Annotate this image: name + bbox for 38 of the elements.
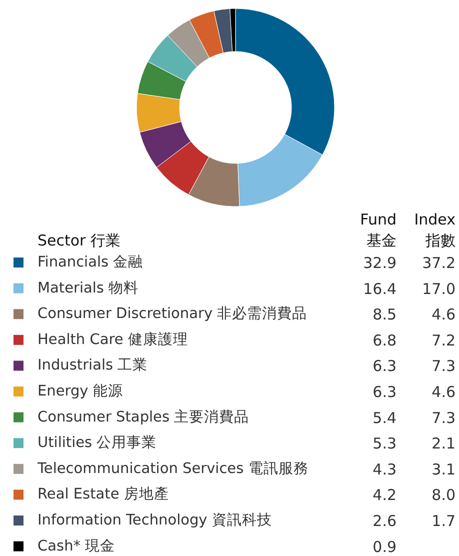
legend-label: Utilities 公用事業 <box>38 434 157 452</box>
legend-label: Energy 能源 <box>38 382 123 400</box>
data-label: 7.2 <box>432 331 456 350</box>
legend-label: Information Technology 資訊科技 <box>38 512 272 528</box>
legend-label: Health Care 健康護理 <box>38 330 188 348</box>
text: Index 指數 <box>414 210 456 250</box>
legend-label: Industrials 工業 <box>38 356 148 374</box>
data-label: 4.6 <box>432 306 456 324</box>
data-label: 32.9 <box>363 254 397 272</box>
data-label: 37.2 <box>422 254 456 272</box>
data-label: 6.8 <box>372 331 397 350</box>
data-label: 7.3 <box>432 357 456 376</box>
legend-title: Sector 行業 <box>38 232 120 250</box>
data-label: 4.2 <box>372 486 397 504</box>
data-label: 4.3 <box>372 460 397 478</box>
data-label: 2.1 <box>432 434 456 453</box>
legend-label: Real Estate 房地產 <box>38 486 169 503</box>
data-label: 7.3 <box>432 408 456 427</box>
slice-label: Fund 基金 <box>360 210 396 250</box>
data-label: 8.5 <box>372 306 397 324</box>
data-label: 5.4 <box>372 408 397 427</box>
data-label: 1.7 <box>432 512 456 530</box>
legend-label: Consumer Staples 主要消費品 <box>38 408 250 426</box>
legend-label: Consumer Discretionary 非必需消費品 <box>38 305 308 322</box>
data-label: 2.6 <box>372 512 397 530</box>
legend-label: Financials 金融 <box>38 254 144 270</box>
data-label: 16.4 <box>363 280 397 298</box>
legend-label: Materials 物料 <box>38 279 139 296</box>
data-label: 3.1 <box>432 460 456 478</box>
data-label: 6.3 <box>372 383 397 401</box>
data-label: 4.6 <box>432 383 456 401</box>
data-label: 6.3 <box>372 357 397 376</box>
legend-label: Cash* 現金 <box>38 537 116 554</box>
data-label: 5.3 <box>372 434 397 453</box>
data-label: 8.0 <box>432 486 456 504</box>
legend-label: Telecommunication Services 電訊服務 <box>36 460 308 477</box>
data-label: 0.9 <box>372 538 397 556</box>
data-label: 17.0 <box>422 280 456 298</box>
